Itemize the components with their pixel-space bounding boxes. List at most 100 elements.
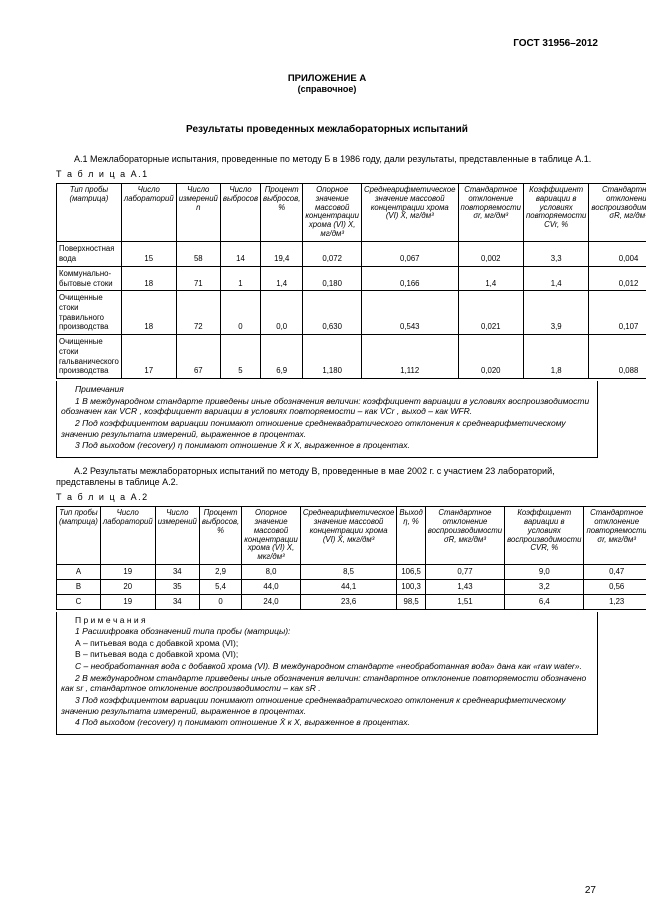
table-cell: 1,51 [425,594,504,609]
table-a2-label: Т а б л и ц а А.2 [56,492,598,503]
table-cell: 0,088 [589,335,646,379]
table-cell: Очищенные стоки гальванического производ… [57,335,122,379]
table-cell: 0,002 [458,242,523,266]
table-cell: 0,77 [425,565,504,580]
table-cell: 6,9 [261,335,303,379]
table-cell: C [57,594,101,609]
table-cell: 19 [100,594,155,609]
t1-note-2: 2 Под коэффициентом вариации понимают от… [61,418,593,439]
t1-h-2: Число измерений n [176,183,220,242]
table-cell: 0,166 [361,266,458,290]
table-cell: 1 [220,266,260,290]
table-row: Очищенные стоки травильного производства… [57,291,646,335]
t2-h-3: Процент выбросов, % [199,506,241,565]
table-cell: 1,180 [303,335,362,379]
table-cell: 44,0 [242,580,301,595]
table-row: B20355,444,044,1100,31,433,20,561,3 [57,580,646,595]
t2-note-b: В – питьевая вода с добавкой хрома (VI); [61,649,593,660]
table-row: Поверхностная вода15581419,40,0720,0670,… [57,242,646,266]
table-cell: 0,0 [261,291,303,335]
t1-h-8: Коэффициент вариации в условиях повторяе… [523,183,588,242]
table-cell: 1,4 [523,266,588,290]
table-cell: 1,4 [458,266,523,290]
t1-h-9: Стандартное отклонение воспроизводимости… [589,183,646,242]
paragraph-a2: А.2 Результаты межлабораторных испытаний… [56,466,598,489]
table-cell: 98,5 [397,594,425,609]
t2-h-8: Коэффициент вариации в условиях воспроиз… [505,506,584,565]
table-cell: 0,004 [589,242,646,266]
document-id: ГОСТ 31956–2012 [56,38,598,51]
table-cell: 6,4 [505,594,584,609]
appendix-title: ПРИЛОЖЕНИЕ А [56,73,598,85]
table-row: A19342,98,08,5106,50,779,00,475,5 [57,565,646,580]
table-cell: 2,9 [199,565,241,580]
table-cell: 34 [155,594,199,609]
table-cell: 18 [121,266,176,290]
table-cell: 0 [220,291,260,335]
t2-h-1: Число лабораторий [100,506,155,565]
table-cell: 1,23 [584,594,646,609]
t2-note-c: С – необработанная вода с добавкой хрома… [61,661,593,672]
table-a1: Тип пробы (матрица) Число лабораторий Чи… [56,183,646,380]
table-cell: 3,3 [523,242,588,266]
table-cell: 19,4 [261,242,303,266]
table-cell: 100,3 [397,580,425,595]
table-cell: 5 [220,335,260,379]
t2-h-5: Среднеарифметическое значение массовой к… [300,506,397,565]
table-cell: 0,067 [361,242,458,266]
table-cell: 0,012 [589,266,646,290]
t1-note-3: 3 Под выходом (recovery) η понимают отно… [61,440,593,451]
table-cell: 0,021 [458,291,523,335]
t2-note-2: 2 В международном стандарте приведены ин… [61,673,593,694]
table-cell: 20 [100,580,155,595]
t1-h-1: Число лабораторий [121,183,176,242]
table-row: Коммунально-бытовые стоки187111,40,1800,… [57,266,646,290]
table-cell: 24,0 [242,594,301,609]
table-cell: 71 [176,266,220,290]
table-cell: 1,112 [361,335,458,379]
t1-h-0: Тип пробы (матрица) [57,183,122,242]
t2-h-9: Стандартное отклонение повторяемости σr,… [584,506,646,565]
table-cell: 1,8 [523,335,588,379]
main-title: Результаты проведенных межлабораторных и… [56,124,598,137]
table-cell: Очищенные стоки травильного производства [57,291,122,335]
t2-note-c-text: С – необработанная вода с добавкой хрома… [75,661,582,671]
table-cell: 67 [176,335,220,379]
table-cell: 0,630 [303,291,362,335]
table-a2-notes: П р и м е ч а н и я 1 Расшифровка обозна… [56,612,598,735]
t1-h-3: Число выбросов [220,183,260,242]
table-row: C1934024,023,698,51,516,41,235,2 [57,594,646,609]
table-cell: 5,4 [199,580,241,595]
table-cell: 9,0 [505,565,584,580]
table-cell: 0 [199,594,241,609]
table-row: Очищенные стоки гальванического производ… [57,335,646,379]
table-cell: 3,9 [523,291,588,335]
t2-note-3: 3 Под коэффициентом вариации понимают от… [61,695,593,716]
table-cell: 15 [121,242,176,266]
table-cell: 14 [220,242,260,266]
table-a1-header-row: Тип пробы (матрица) Число лабораторий Чи… [57,183,646,242]
t2-h-0: Тип пробы (матрица) [57,506,101,565]
table-cell: 58 [176,242,220,266]
t2-note-4: 4 Под выходом (recovery) η понимают отно… [61,717,593,728]
table-cell: Коммунально-бытовые стоки [57,266,122,290]
table-cell: B [57,580,101,595]
table-cell: 35 [155,580,199,595]
t1-notes-title: Примечания [61,384,593,395]
t1-h-5: Опорное значение массовой концентрации х… [303,183,362,242]
table-cell: Поверхностная вода [57,242,122,266]
table-cell: 23,6 [300,594,397,609]
table-a2-header-row: Тип пробы (матрица) Число лабораторий Чи… [57,506,646,565]
table-cell: 72 [176,291,220,335]
table-cell: 1,43 [425,580,504,595]
table-a2: Тип пробы (матрица) Число лабораторий Чи… [56,506,646,610]
table-cell: 1,4 [261,266,303,290]
table-cell: 18 [121,291,176,335]
table-cell: 34 [155,565,199,580]
table-cell: 17 [121,335,176,379]
table-cell: 0,180 [303,266,362,290]
table-cell: 0,56 [584,580,646,595]
t2-h-7: Стандартное отклонение воспроизводимости… [425,506,504,565]
table-cell: 8,5 [300,565,397,580]
table-cell: A [57,565,101,580]
